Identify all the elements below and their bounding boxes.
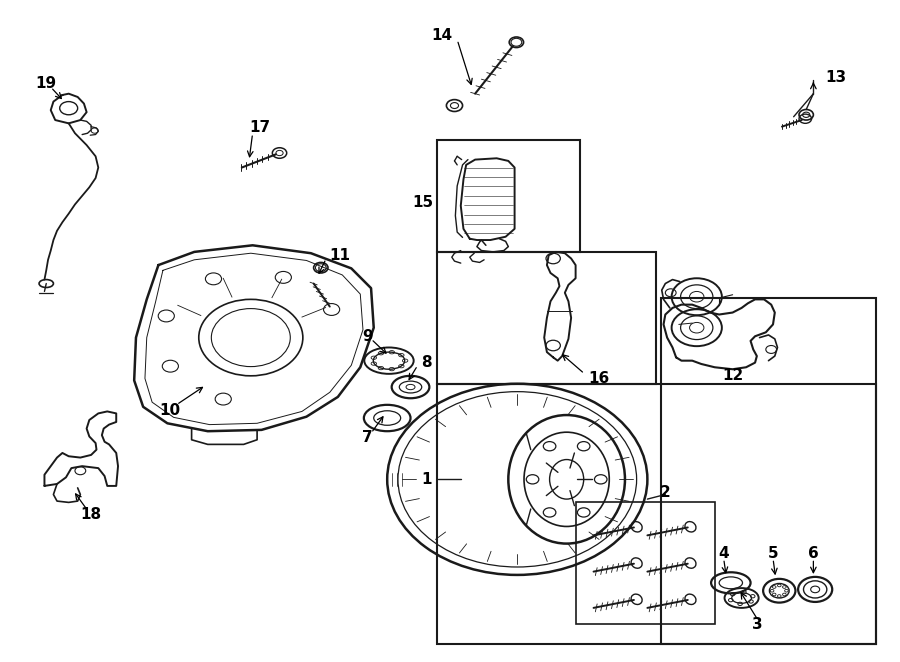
Text: 5: 5: [768, 546, 778, 561]
Text: 12: 12: [722, 368, 743, 383]
Text: 16: 16: [589, 371, 609, 386]
Text: 11: 11: [328, 248, 350, 263]
Text: 10: 10: [159, 402, 181, 418]
Text: 6: 6: [808, 546, 819, 561]
Bar: [436, 384, 877, 644]
Text: 18: 18: [80, 507, 102, 522]
Text: 13: 13: [825, 70, 846, 85]
Bar: [576, 502, 715, 624]
Text: 7: 7: [362, 430, 373, 446]
Bar: [661, 298, 877, 644]
Text: 19: 19: [36, 75, 57, 91]
Text: 1: 1: [421, 472, 432, 487]
Text: 4: 4: [718, 546, 729, 561]
Bar: [436, 252, 656, 384]
Text: 17: 17: [249, 120, 270, 136]
Text: 9: 9: [362, 329, 373, 344]
Text: 3: 3: [752, 617, 763, 632]
Text: 14: 14: [432, 28, 453, 43]
Bar: [436, 140, 580, 252]
Text: 8: 8: [421, 355, 432, 370]
Text: 15: 15: [413, 195, 434, 210]
Text: 2: 2: [660, 485, 670, 500]
